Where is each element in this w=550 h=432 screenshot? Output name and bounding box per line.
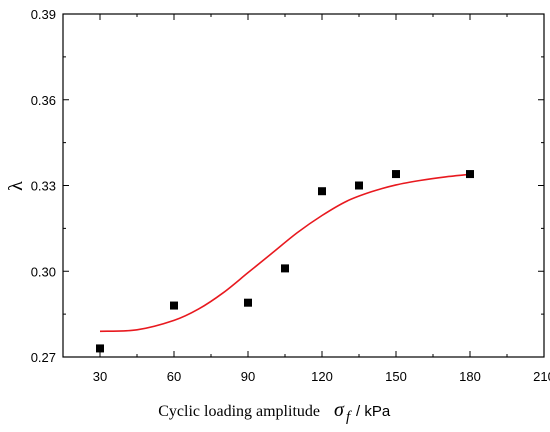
x-tick-label-180: 180 [459,369,481,384]
fit-curve [99,173,471,333]
x-axis-label: Cyclic loading amplitude σ f / kPa [158,399,391,425]
data-point-90 [244,298,252,307]
data-point-150 [392,170,400,179]
data-point-120 [318,187,326,196]
data-point-60 [170,301,178,310]
y-tick-label-0: 0.27 [31,350,56,365]
y-tick-label-4: 0.39 [31,7,56,22]
data-points [96,170,474,353]
x-axis-label-subscript: f [346,409,352,425]
x-tick-label-210: 210 [533,369,550,384]
y-tick-label-3: 0.36 [31,93,56,108]
x-tick-label-120: 120 [311,369,333,384]
y-tick-label-2: 0.33 [31,179,56,194]
x-tick-label-150: 150 [385,369,407,384]
x-axis-label-text: Cyclic loading amplitude [158,403,320,420]
data-point-30 [96,344,104,353]
x-axis-label-unit: / kPa [356,403,391,420]
x-tick-label-30: 30 [93,369,107,384]
plot-frame [62,13,545,358]
x-tick-label-90: 90 [241,369,255,384]
axes [62,13,545,358]
x-tick-label-60: 60 [167,369,181,384]
data-point-180 [466,170,474,179]
data-point-105 [281,264,289,273]
ticks: 30 60 90 120 150 180 210 0.27 0.30 0.33 0.36 0.39 [31,7,550,384]
fit-curve-layer [99,173,471,333]
x-axis-label-symbol: σ [334,399,345,421]
data-point-135 [355,181,363,190]
y-axis-label: λ [5,181,27,191]
y-tick-label-1: 0.30 [31,264,56,279]
